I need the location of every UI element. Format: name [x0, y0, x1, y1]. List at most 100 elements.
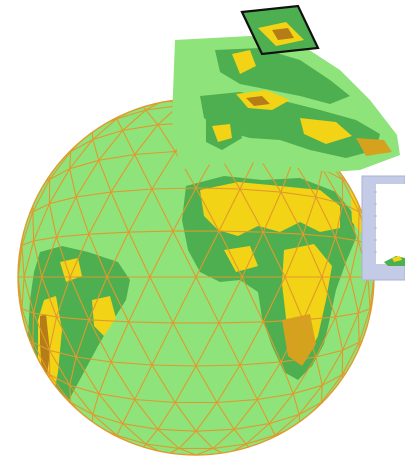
mesh-edge: [358, 425, 374, 455]
mesh-edge: [373, 336, 374, 367]
highlight-box-peaks: [272, 28, 294, 40]
mesh-edge: [343, 395, 360, 426]
mesh-edge: [32, 128, 49, 159]
mesh-edge: [349, 240, 359, 278]
mesh-edge: [314, 425, 330, 455]
mesh-edge: [174, 402, 197, 432]
mesh-edge: [262, 276, 286, 323]
mesh-edge: [70, 401, 94, 415]
mesh-edge: [18, 128, 34, 159]
mesh-edge: [32, 395, 49, 426]
panel-iberia-high: [212, 124, 232, 142]
mesh-edge: [256, 399, 270, 424]
mesh-edge: [284, 233, 304, 278]
mesh-edge: [18, 395, 34, 426]
mesh-edge: [274, 414, 300, 436]
mesh-edge: [373, 365, 374, 396]
mesh-edge: [21, 240, 34, 246]
mesh-edge: [18, 336, 19, 367]
mesh-edge: [341, 342, 360, 375]
mesh-edge: [92, 118, 118, 140]
mesh-edge: [262, 191, 282, 233]
mesh-edge: [321, 350, 344, 386]
mesh-edge: [76, 99, 93, 129]
mesh-edge: [21, 276, 25, 309]
mesh-edge: [233, 399, 258, 430]
mesh-edge: [389, 307, 404, 337]
mesh-edge: [212, 428, 235, 449]
mesh-edge: [69, 159, 99, 170]
mesh-edge: [69, 384, 99, 395]
mesh-edge: [292, 393, 300, 415]
mesh-edge: [23, 276, 35, 314]
africa-east-peaks: [282, 314, 316, 366]
mesh-edge: [218, 230, 243, 278]
mesh-edge: [47, 99, 63, 129]
mesh-edge: [151, 364, 176, 403]
mesh-edge: [56, 316, 77, 358]
mesh-edge: [49, 168, 70, 180]
mesh-edge: [241, 231, 264, 278]
mesh-edge: [320, 402, 331, 426]
mesh-edge: [61, 128, 72, 152]
mesh-edge: [48, 168, 71, 204]
mesh-edge: [245, 434, 276, 445]
mesh-edge: [302, 319, 317, 358]
mesh-edge: [18, 187, 19, 218]
inset-plot: [361, 175, 405, 281]
mesh-edge: [75, 356, 100, 394]
mesh-edge: [178, 430, 197, 449]
mesh-edge: [32, 99, 49, 129]
mesh-edge: [32, 313, 35, 343]
mesh-edge: [18, 99, 19, 129]
mesh-edge: [23, 240, 35, 278]
mesh-edge: [134, 364, 153, 400]
mesh-edge: [321, 236, 337, 278]
mesh-edge: [92, 393, 100, 415]
mesh-edge: [329, 425, 345, 455]
mesh-edge: [151, 151, 176, 190]
mesh-edge: [195, 230, 220, 278]
mesh-edge: [302, 233, 323, 278]
mesh-edge: [21, 308, 34, 343]
mesh-edge: [195, 364, 241, 367]
mesh-edge: [88, 319, 112, 363]
mesh-edge: [298, 384, 323, 415]
mesh-edge: [151, 364, 197, 367]
mesh-edge: [373, 395, 374, 426]
mesh-edge: [91, 414, 94, 426]
mesh-edge: [0, 129, 3, 159]
mesh-edge: [18, 276, 19, 307]
mesh-edge: [92, 139, 100, 161]
mesh-edge: [218, 230, 264, 233]
mesh-edge: [293, 384, 323, 395]
panel-scand: [232, 50, 256, 74]
mesh-edge: [76, 356, 112, 363]
mesh-edge: [195, 187, 241, 190]
mesh-edge: [195, 276, 220, 324]
mesh-edge: [233, 428, 247, 445]
panel-land-central: [200, 92, 380, 158]
mesh-edge: [128, 321, 174, 324]
mesh-edge: [216, 402, 235, 430]
mesh-edge: [47, 395, 63, 426]
mesh-edge: [69, 139, 94, 170]
mesh-edge: [122, 399, 136, 424]
mesh-edge: [373, 425, 374, 455]
mesh-edge: [48, 350, 71, 386]
mesh-edge: [245, 423, 270, 445]
mesh-edge: [239, 361, 281, 366]
mesh-edge: [134, 154, 153, 190]
mesh-edge: [0, 218, 3, 248]
mesh-edge: [33, 236, 57, 242]
mesh-edge: [18, 425, 34, 455]
mesh-edge: [358, 308, 371, 343]
mesh-edge: [216, 364, 241, 403]
mesh-edge: [69, 276, 90, 321]
mesh-edge: [320, 374, 343, 403]
mesh-edge: [280, 319, 304, 363]
inset-ticks: [374, 191, 377, 253]
globe-landmasses: [28, 176, 374, 424]
mesh-edge: [257, 393, 294, 401]
mesh-edge: [334, 203, 344, 238]
